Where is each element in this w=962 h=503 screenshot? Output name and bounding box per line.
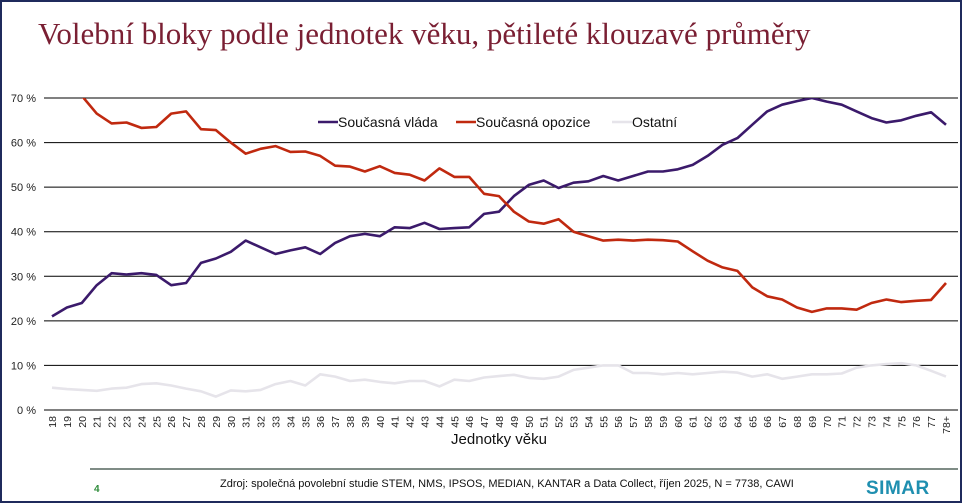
x-tick-label: 62: [703, 416, 715, 428]
series-line-0: [51, 98, 947, 318]
y-tick-label: 10 %: [11, 360, 36, 372]
x-tick-label: 39: [360, 416, 372, 428]
legend-label: Současná opozice: [476, 114, 591, 130]
x-tick-label: 68: [792, 416, 804, 428]
x-tick-label: 44: [434, 416, 446, 428]
x-tick-label: 31: [241, 416, 253, 428]
x-tick-label: 75: [896, 416, 908, 428]
x-tick-label: 72: [852, 416, 864, 428]
y-tick-label: 40 %: [11, 227, 36, 239]
x-tick-label: 47: [479, 416, 491, 428]
x-tick-label: 42: [405, 416, 417, 428]
x-tick-label: 69: [807, 416, 819, 428]
x-tick-label: 78+: [941, 416, 953, 434]
x-tick-label: 54: [583, 416, 595, 428]
x-tick-label: 60: [673, 416, 685, 428]
x-tick-label: 41: [390, 416, 402, 428]
x-tick-label: 22: [107, 416, 119, 428]
y-tick-label: 70 %: [11, 93, 36, 105]
x-tick-label: 73: [867, 416, 879, 428]
x-tick-label: 58: [643, 416, 655, 428]
x-tick-label: 51: [539, 416, 551, 428]
x-tick-label: 52: [554, 416, 566, 428]
x-tick-label: 70: [822, 416, 834, 428]
source-note: Zdroj: společná povolební studie STEM, N…: [220, 478, 794, 490]
series-line-1: [81, 98, 947, 314]
y-tick-label: 50 %: [11, 182, 36, 194]
x-tick-label: 61: [688, 416, 700, 428]
x-tick-label: 59: [658, 416, 670, 428]
y-tick-label: 30 %: [11, 271, 36, 283]
x-tick-label: 18: [47, 416, 59, 428]
y-tick-label: 60 %: [11, 138, 36, 150]
chart-title: Volební bloky podle jednotek věku, pětil…: [38, 16, 811, 51]
x-tick-label: 26: [166, 416, 178, 428]
x-tick-label: 43: [420, 416, 432, 428]
x-tick-label: 19: [62, 416, 74, 428]
x-tick-label: 32: [256, 416, 268, 428]
x-tick-label: 66: [762, 416, 774, 428]
footer-divider: [90, 468, 958, 470]
x-tick-label: 50: [524, 416, 536, 428]
y-tick-label: 0 %: [17, 405, 36, 417]
line-chart: 0 %10 %20 %30 %40 %50 %60 %70 %18 19 20 21 2…: [11, 93, 958, 448]
x-tick-label: 20: [77, 416, 89, 428]
x-tick-label: 24: [136, 416, 148, 428]
x-tick-label: 33: [271, 416, 283, 428]
x-tick-label: 38: [345, 416, 357, 428]
x-tick-label: 27: [181, 416, 193, 428]
series-line-2: [51, 361, 947, 398]
x-tick-label: 53: [569, 416, 581, 428]
x-tick-label: 29: [211, 416, 223, 428]
x-tick-label: 46: [464, 416, 476, 428]
simar-logo: SIMAR: [866, 478, 930, 499]
x-tick-label: 56: [613, 416, 625, 428]
x-tick-label: 25: [151, 416, 163, 428]
legend-label: Ostatní: [632, 114, 677, 130]
legend-label: Současná vláda: [338, 114, 438, 130]
x-tick-label: 74: [881, 416, 893, 428]
x-tick-label: 35: [300, 416, 312, 428]
x-tick-label: 67: [777, 416, 789, 428]
x-tick-label: 63: [718, 416, 730, 428]
x-tick-label: 65: [747, 416, 759, 428]
x-tick-label: 23: [122, 416, 134, 428]
x-tick-label: 55: [598, 416, 610, 428]
x-tick-label: 76: [911, 416, 923, 428]
x-tick-label: 64: [732, 416, 744, 428]
x-tick-label: 36: [315, 416, 327, 428]
x-tick-label: 49: [509, 416, 521, 428]
x-tick-label: 30: [226, 416, 238, 428]
x-tick-label: 77: [926, 416, 938, 428]
x-axis-label: Jednotky věku: [451, 431, 547, 448]
x-tick-label: 21: [92, 416, 104, 428]
x-tick-label: 40: [375, 416, 387, 428]
page-number: 4: [94, 484, 100, 495]
x-tick-label: 34: [285, 416, 297, 428]
x-tick-label: 45: [449, 416, 461, 428]
x-tick-label: 57: [628, 416, 640, 428]
x-tick-label: 28: [196, 416, 208, 428]
x-tick-label: 37: [330, 416, 342, 428]
y-tick-label: 20 %: [11, 316, 36, 328]
x-tick-label: 48: [494, 416, 506, 428]
x-tick-label: 71: [837, 416, 849, 428]
